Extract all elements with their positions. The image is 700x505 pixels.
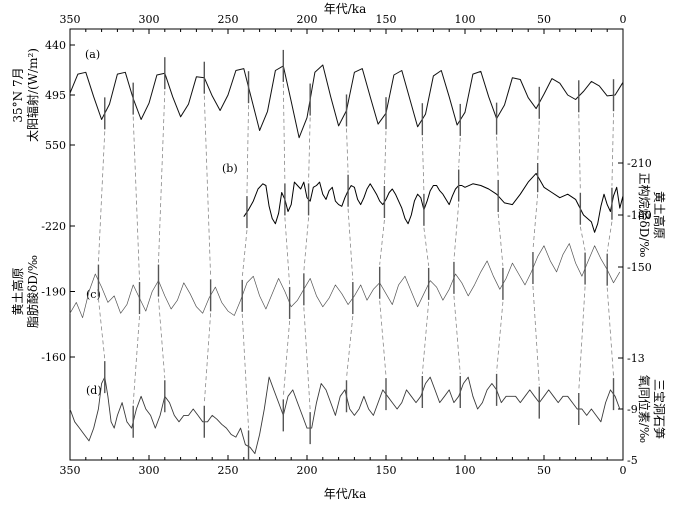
connector-line xyxy=(346,128,349,173)
bottom-tick-label: 300 xyxy=(139,464,160,477)
connector-line xyxy=(246,105,249,195)
connector-line xyxy=(241,313,249,429)
connector-line xyxy=(203,313,212,404)
top-tick-label: 100 xyxy=(455,13,476,26)
connector-line xyxy=(578,114,581,191)
panels: 550 495 440 35°N 7月太阳辐射/(W/m²) (a) -210 -180 -1… xyxy=(10,39,667,467)
series-line xyxy=(69,376,621,455)
y-tick-label: -180 xyxy=(627,209,652,222)
y-tick-label: -5 xyxy=(627,454,638,467)
top-tick-label: 150 xyxy=(376,13,397,26)
panel-a: 550 495 440 35°N 7月太阳辐射/(W/m²) (a) xyxy=(11,39,624,152)
bottom-tick-label: 250 xyxy=(218,464,239,477)
connector-line xyxy=(308,117,311,182)
connector-line xyxy=(132,316,140,404)
connector-line xyxy=(421,137,425,192)
top-tick-label: 0 xyxy=(620,13,627,26)
bottom-tick-label: 200 xyxy=(297,464,318,477)
connector-line xyxy=(496,136,499,178)
connector-line xyxy=(284,217,291,285)
y-tick-label: -210 xyxy=(627,157,652,170)
top-tick-label: 300 xyxy=(139,13,160,26)
connector-line xyxy=(532,286,540,385)
panel-label: (d) xyxy=(86,384,102,397)
connector-line xyxy=(537,120,540,162)
connector-line xyxy=(346,316,354,379)
correlation-connectors xyxy=(97,49,615,460)
connector-line xyxy=(98,131,106,263)
connector-line xyxy=(421,301,430,375)
panel-label: (c) xyxy=(86,288,101,301)
y-tick-label: -160 xyxy=(41,351,66,364)
connector-line xyxy=(158,298,166,379)
y-axis-title-line: 太阳辐射/(W/m²) xyxy=(25,48,40,142)
y-axis-title: 黄土高原正构烷烃δD/‰ xyxy=(637,173,667,258)
series-line xyxy=(69,243,621,319)
connector-line xyxy=(303,217,309,272)
connector-line xyxy=(132,116,140,281)
y-tick-label: -190 xyxy=(41,286,66,299)
connector-line xyxy=(347,208,354,281)
connector-line xyxy=(423,227,430,266)
y-tick-label: -13 xyxy=(627,352,645,365)
y-axis-title: 35°N 7月太阳辐射/(W/m²) xyxy=(11,48,40,142)
y-axis-title-line: 正构烷烃δD/‰ xyxy=(637,173,652,258)
connector-line xyxy=(282,83,286,182)
y-axis-title-line: 脂肪酸δD/‰ xyxy=(25,255,40,328)
y-tick-label: -220 xyxy=(41,220,66,233)
connector-line xyxy=(453,203,460,260)
y-axis-title: 三宝洞石笋氧同位素/‰ xyxy=(637,375,667,443)
connector-line xyxy=(241,230,248,278)
y-tick-label: 495 xyxy=(45,89,66,102)
connector-line xyxy=(578,286,586,392)
connector-line xyxy=(203,95,212,278)
connector-line xyxy=(532,194,539,251)
bottom-x-axis: 350 300 250 200 150 100 50 0 xyxy=(60,455,627,477)
bottom-tick-label: 150 xyxy=(376,464,397,477)
connector-line xyxy=(453,295,461,375)
connector-line xyxy=(579,226,586,251)
top-x-axis: 350 300 250 200 150 100 50 0 xyxy=(60,13,627,34)
y-tick-label: -9 xyxy=(627,403,638,416)
connector-line xyxy=(497,213,504,266)
top-tick-label: 50 xyxy=(537,13,551,26)
connector-line xyxy=(606,221,613,252)
bottom-tick-label: 50 xyxy=(537,464,551,477)
y-axis-title-line: 黄土高原 xyxy=(652,191,667,239)
y-axis-title-line: 黄土高原 xyxy=(10,267,25,315)
connector-line xyxy=(458,137,461,168)
y-tick-label: 440 xyxy=(45,39,66,52)
panel-c: -220 -190 -160 黄土高原脂肪酸δD/‰ (c) xyxy=(10,220,621,364)
top-tick-label: 350 xyxy=(60,13,81,26)
connector-line xyxy=(98,298,106,360)
y-axis-title: 黄土高原脂肪酸δD/‰ xyxy=(10,255,40,328)
bottom-tick-label: 350 xyxy=(60,464,81,477)
connector-line xyxy=(611,113,614,186)
panel-label: (a) xyxy=(85,48,100,61)
top-tick-label: 250 xyxy=(218,13,239,26)
connector-line xyxy=(303,307,311,411)
connector-line xyxy=(379,219,385,265)
series-line xyxy=(243,172,624,233)
y-tick-label: 550 xyxy=(45,139,66,152)
connector-line xyxy=(282,320,291,398)
y-axis-title-line: 三宝洞石笋 xyxy=(652,379,667,439)
top-axis-title: 年代/ka xyxy=(324,2,366,16)
panel-d: -13 -9 -5 三宝洞石笋氧同位素/‰ (d) xyxy=(69,352,667,467)
bottom-tick-label: 0 xyxy=(620,464,627,477)
connector-line xyxy=(606,287,614,377)
panel-label: (b) xyxy=(222,162,238,175)
bottom-axis-title: 年代/ka xyxy=(324,487,366,501)
bottom-tick-label: 100 xyxy=(455,464,476,477)
y-axis-title-line: 氧同位素/‰ xyxy=(637,375,652,443)
panel-b: -210 -180 -150 黄土高原正构烷烃δD/‰ (b) xyxy=(222,157,667,274)
connector-line xyxy=(158,91,166,263)
y-tick-label: -150 xyxy=(627,261,652,274)
connector-line xyxy=(379,300,387,377)
connector-line xyxy=(496,301,504,372)
top-tick-label: 200 xyxy=(297,13,318,26)
connector-line xyxy=(384,131,387,185)
y-axis-title-line: 35°N 7月 xyxy=(11,67,25,122)
